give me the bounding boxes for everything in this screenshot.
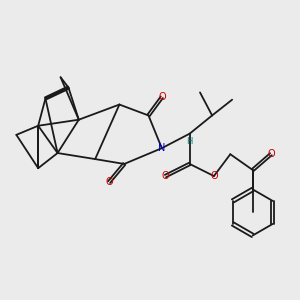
Text: O: O [210,171,218,181]
Text: N: N [158,143,166,153]
Text: O: O [158,92,166,102]
Text: O: O [162,171,169,181]
Text: O: O [267,149,275,159]
Text: H: H [187,137,193,146]
Text: O: O [105,177,113,187]
